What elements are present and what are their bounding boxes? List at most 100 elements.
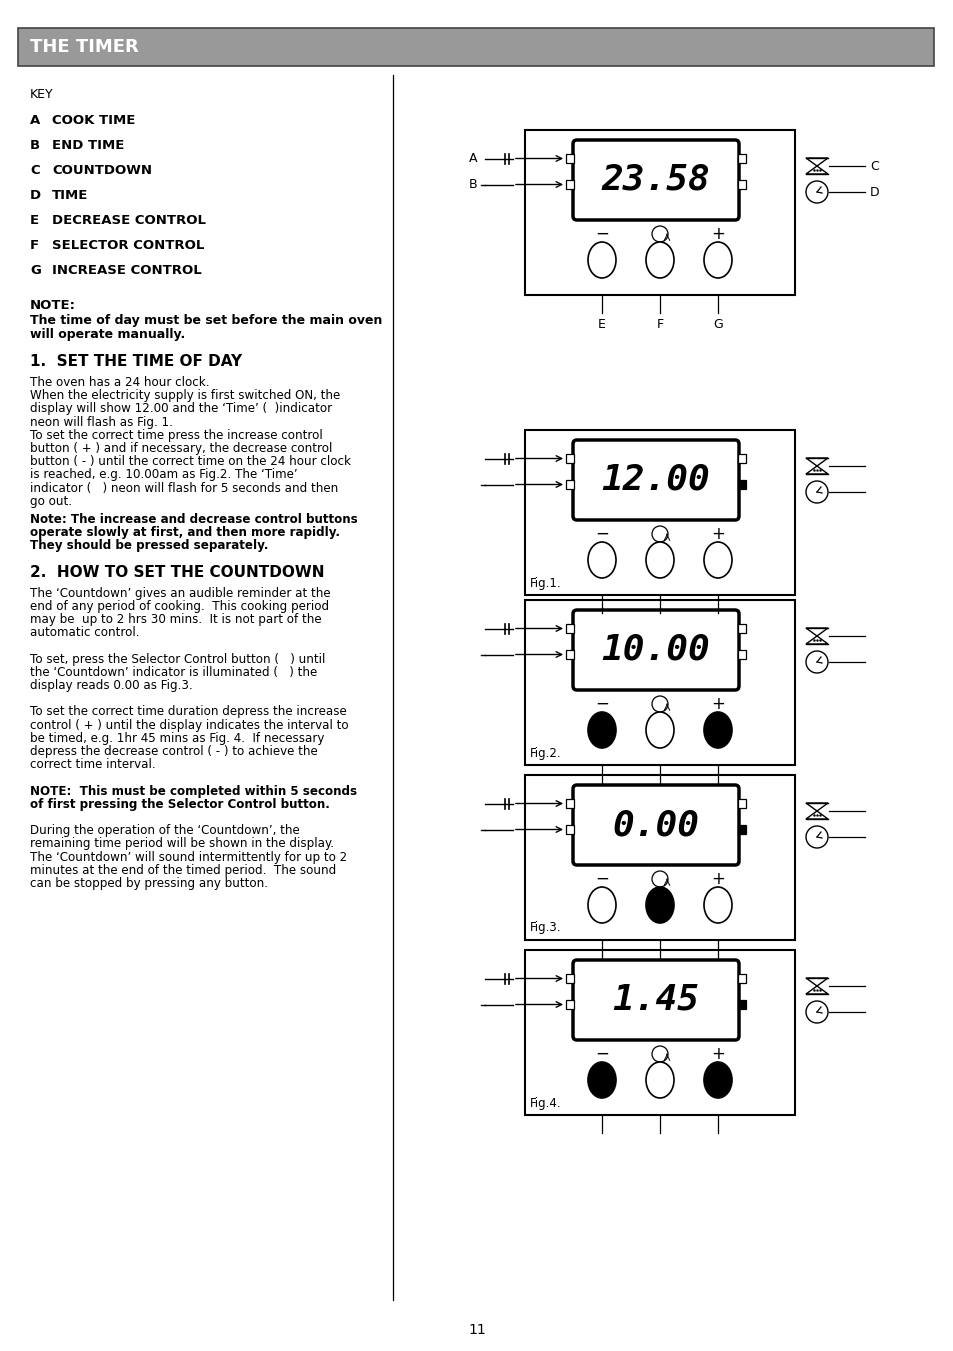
Text: automatic control.: automatic control. bbox=[30, 627, 139, 639]
Text: A: A bbox=[468, 153, 476, 165]
Text: The oven has a 24 hour clock.: The oven has a 24 hour clock. bbox=[30, 376, 210, 389]
Text: of first pressing the Selector Control button.: of first pressing the Selector Control b… bbox=[30, 798, 330, 811]
Text: TIME: TIME bbox=[52, 189, 89, 203]
Text: A: A bbox=[30, 113, 40, 127]
Bar bbox=[524, 600, 794, 765]
Bar bbox=[738, 480, 745, 489]
Bar bbox=[524, 775, 794, 940]
Bar bbox=[524, 130, 794, 295]
Text: COUNTDOWN: COUNTDOWN bbox=[52, 163, 152, 177]
Text: THE TIMER: THE TIMER bbox=[30, 38, 138, 55]
Bar bbox=[738, 624, 745, 634]
Ellipse shape bbox=[645, 542, 673, 578]
Text: D: D bbox=[869, 185, 879, 199]
Text: The ‘Countdown’ will sound intermittently for up to 2: The ‘Countdown’ will sound intermittentl… bbox=[30, 851, 347, 863]
Text: operate slowly at first, and then more rapidly.: operate slowly at first, and then more r… bbox=[30, 526, 339, 539]
Bar bbox=[565, 480, 574, 489]
Text: D: D bbox=[30, 189, 41, 203]
FancyBboxPatch shape bbox=[573, 785, 739, 865]
Text: remaining time period will be shown in the display.: remaining time period will be shown in t… bbox=[30, 838, 334, 850]
Text: −: − bbox=[595, 694, 608, 713]
Text: E: E bbox=[30, 213, 39, 227]
Text: will operate manually.: will operate manually. bbox=[30, 328, 185, 340]
Text: B: B bbox=[30, 139, 40, 153]
Text: C: C bbox=[869, 159, 878, 173]
Bar bbox=[738, 974, 745, 984]
Text: KEY: KEY bbox=[30, 88, 53, 101]
Bar bbox=[738, 650, 745, 659]
Text: 1.45: 1.45 bbox=[612, 984, 699, 1017]
Text: depress the decrease control ( - ) to achieve the: depress the decrease control ( - ) to ac… bbox=[30, 744, 317, 758]
Text: may be  up to 2 hrs 30 mins.  It is not part of the: may be up to 2 hrs 30 mins. It is not pa… bbox=[30, 613, 321, 626]
Bar bbox=[738, 825, 745, 834]
Text: Fig.3.: Fig.3. bbox=[530, 921, 561, 935]
Ellipse shape bbox=[587, 888, 616, 923]
Text: 12.00: 12.00 bbox=[601, 463, 710, 497]
Ellipse shape bbox=[703, 888, 731, 923]
Text: Fig.2.: Fig.2. bbox=[530, 747, 561, 759]
Ellipse shape bbox=[587, 712, 616, 748]
Text: control ( + ) until the display indicates the interval to: control ( + ) until the display indicate… bbox=[30, 719, 348, 732]
Text: DECREASE CONTROL: DECREASE CONTROL bbox=[52, 213, 206, 227]
Bar bbox=[565, 1000, 574, 1009]
Text: SELECTOR CONTROL: SELECTOR CONTROL bbox=[52, 239, 204, 253]
Bar bbox=[524, 430, 794, 594]
Ellipse shape bbox=[645, 242, 673, 278]
Text: Fig.1.: Fig.1. bbox=[530, 577, 561, 589]
Ellipse shape bbox=[645, 888, 673, 923]
Text: correct time interval.: correct time interval. bbox=[30, 758, 155, 771]
Text: −: − bbox=[595, 226, 608, 243]
Text: go out.: go out. bbox=[30, 494, 71, 508]
Text: B: B bbox=[468, 178, 476, 190]
Text: Fig.4.: Fig.4. bbox=[530, 1097, 561, 1109]
FancyBboxPatch shape bbox=[573, 611, 739, 690]
Bar bbox=[738, 154, 745, 163]
Text: can be stopped by pressing any button.: can be stopped by pressing any button. bbox=[30, 877, 268, 890]
Text: button ( - ) until the correct time on the 24 hour clock: button ( - ) until the correct time on t… bbox=[30, 455, 351, 469]
Text: The time of day must be set before the main oven: The time of day must be set before the m… bbox=[30, 313, 382, 327]
Text: +: + bbox=[710, 694, 724, 713]
Ellipse shape bbox=[645, 712, 673, 748]
Bar bbox=[738, 1000, 745, 1009]
Text: button ( + ) and if necessary, the decrease control: button ( + ) and if necessary, the decre… bbox=[30, 442, 332, 455]
Ellipse shape bbox=[703, 712, 731, 748]
Text: INCREASE CONTROL: INCREASE CONTROL bbox=[52, 263, 201, 277]
Text: neon will flash as Fig. 1.: neon will flash as Fig. 1. bbox=[30, 416, 172, 428]
Text: display will show 12.00 and the ‘Time’ (  )indicator: display will show 12.00 and the ‘Time’ (… bbox=[30, 403, 332, 415]
Text: E: E bbox=[598, 317, 605, 331]
Ellipse shape bbox=[587, 542, 616, 578]
Text: NOTE:: NOTE: bbox=[30, 299, 76, 312]
Bar bbox=[565, 825, 574, 834]
Text: +: + bbox=[710, 1046, 724, 1063]
Bar bbox=[565, 650, 574, 659]
Ellipse shape bbox=[587, 242, 616, 278]
Text: C: C bbox=[30, 163, 40, 177]
Ellipse shape bbox=[703, 1062, 731, 1098]
Bar bbox=[738, 454, 745, 463]
Text: 10.00: 10.00 bbox=[601, 634, 710, 667]
Text: NOTE:  This must be completed within 5 seconds: NOTE: This must be completed within 5 se… bbox=[30, 785, 356, 797]
Bar bbox=[738, 798, 745, 808]
FancyBboxPatch shape bbox=[573, 141, 739, 220]
Text: the ‘Countdown’ indicator is illuminated (   ) the: the ‘Countdown’ indicator is illuminated… bbox=[30, 666, 317, 678]
Text: +: + bbox=[710, 870, 724, 888]
Ellipse shape bbox=[703, 542, 731, 578]
Text: 2.  HOW TO SET THE COUNTDOWN: 2. HOW TO SET THE COUNTDOWN bbox=[30, 565, 324, 580]
Text: +: + bbox=[710, 526, 724, 543]
Text: minutes at the end of the timed period.  The sound: minutes at the end of the timed period. … bbox=[30, 863, 335, 877]
Text: −: − bbox=[595, 526, 608, 543]
Text: COOK TIME: COOK TIME bbox=[52, 113, 135, 127]
Text: is reached, e.g. 10.00am as Fig.2. The ‘Time’: is reached, e.g. 10.00am as Fig.2. The ‘… bbox=[30, 469, 297, 481]
Text: G: G bbox=[30, 263, 41, 277]
Text: During the operation of the ‘Countdown’, the: During the operation of the ‘Countdown’,… bbox=[30, 824, 299, 838]
Bar bbox=[738, 180, 745, 189]
Text: To set the correct time duration depress the increase: To set the correct time duration depress… bbox=[30, 705, 346, 719]
Text: F: F bbox=[30, 239, 39, 253]
Text: To set the correct time press the increase control: To set the correct time press the increa… bbox=[30, 428, 322, 442]
Text: 0.00: 0.00 bbox=[612, 808, 699, 842]
Text: display reads 0.00 as Fig.3.: display reads 0.00 as Fig.3. bbox=[30, 680, 193, 692]
Ellipse shape bbox=[703, 242, 731, 278]
Text: Note: The increase and decrease control buttons: Note: The increase and decrease control … bbox=[30, 513, 357, 526]
Bar bbox=[524, 950, 794, 1115]
Text: 23.58: 23.58 bbox=[601, 163, 710, 197]
